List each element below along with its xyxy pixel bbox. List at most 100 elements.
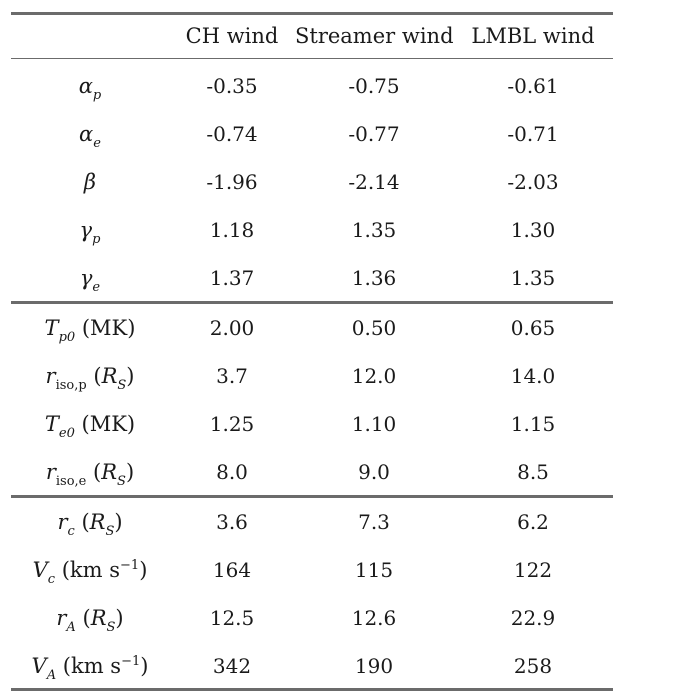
table-row: rA (RS) 12.5 12.6 22.9 [11,594,613,642]
parameter-unit-sub: S [117,378,127,393]
streamer-wind-value: -0.77 [348,122,400,146]
table-row: rc (RS) 3.6 7.3 6.2 [11,498,613,546]
parameter-unit-sup: −1 [120,558,140,573]
parameter-sym: α [79,122,94,146]
ch-wind-value: 8.0 [216,460,248,484]
ch-wind-value: 3.7 [216,364,248,388]
ch-wind-value: 1.25 [209,412,255,436]
streamer-wind-value: 12.0 [351,364,397,388]
parameter-sub: e [92,280,101,295]
parameter-unit-open: ( [74,412,90,436]
parameter-sym: r [45,460,56,484]
header-empty [11,12,169,60]
parameter-sub: A [46,668,57,683]
lmbl-wind-value: 22.9 [510,606,556,630]
parameter-sub: p [92,232,101,247]
parameter-unit-sub: S [117,474,126,489]
parameter-unit-open: ( [55,558,70,582]
parameter-label: riso,p (RS) [11,352,169,400]
table-header: CH wind Streamer wind LMBL wind [11,12,613,60]
parameter-sub: A [66,620,76,635]
parameter-sym: V [32,558,48,582]
streamer-wind-value: 1.36 [351,266,397,290]
table-row: Vc (km s−1) 164 115 122 [11,546,613,594]
parameter-unit-text: MK [89,412,127,436]
parameter-unit-close: ) [126,364,135,388]
parameter-sym: α [78,74,93,98]
ch-wind-value: 342 [212,654,252,678]
table-row: αp -0.35 -0.75 -0.61 [11,62,613,110]
lmbl-wind-value: 1.30 [510,218,556,242]
table-row: αe -0.74 -0.77 -0.71 [11,110,613,158]
ch-wind-value: 2.00 [209,316,255,340]
header-ch-wind: CH wind [185,24,279,48]
parameter-sym: γ [79,266,93,290]
bottom-rule [11,688,613,691]
lmbl-wind-value: 1.15 [510,412,556,436]
parameter-unit-text: MK [90,316,128,340]
parameter-unit-open: ( [74,510,90,534]
streamer-wind-value: 1.35 [351,218,397,242]
ch-wind-value: 12.5 [209,606,255,630]
ch-wind-value: 1.37 [209,266,255,290]
lmbl-wind-value: -0.61 [507,74,559,98]
streamer-wind-value: 9.0 [358,460,390,484]
lmbl-wind-value: -2.03 [507,170,559,194]
parameter-unit-sub: S [106,620,116,635]
parameter-label: rA (RS) [11,594,169,642]
streamer-wind-value: -2.14 [348,170,400,194]
group-rule-2 [11,495,613,498]
parameter-label: Vc (km s−1) [11,546,169,594]
streamer-wind-value: 7.3 [358,510,390,534]
table-row: riso,p (RS) 3.7 12.0 14.0 [11,352,613,400]
parameter-unit-sym: R [101,364,118,388]
parameter-label: αe [11,110,169,158]
table-row: Te0 (MK) 1.25 1.10 1.15 [11,400,613,448]
parameter-unit-open: ( [75,316,91,340]
parameter-unit-sup: −1 [121,654,141,669]
parameter-sym: T [44,412,59,436]
lmbl-wind-value: 1.35 [510,266,556,290]
parameter-unit-open: ( [56,654,71,678]
table-row: Tp0 (MK) 2.00 0.50 0.65 [11,304,613,352]
lmbl-wind-value: 8.5 [517,460,549,484]
ch-wind-value: -1.96 [206,170,258,194]
parameter-unit-open: ( [86,460,102,484]
parameter-sub: e0 [58,426,75,441]
parameter-sub: p0 [58,330,76,345]
parameter-sub: p [92,88,102,103]
parameter-label: Te0 (MK) [11,400,169,448]
ch-wind-value: -0.35 [206,74,258,98]
table-row: riso,e (RS) 8.0 9.0 8.5 [11,448,613,496]
parameter-sym: T [44,316,59,340]
lmbl-wind-value: 122 [513,558,553,582]
parameter-label: Tp0 (MK) [11,304,169,352]
parameter-unit-close: ) [140,654,149,678]
parameter-label: β [11,158,169,206]
parameter-unit-close: ) [127,316,136,340]
streamer-wind-value: -0.75 [348,74,400,98]
parameter-sub: c [47,572,56,587]
parameter-unit-close: ) [114,510,123,534]
streamer-wind-value: 1.10 [351,412,397,436]
lmbl-wind-value: 258 [513,654,553,678]
group-rule-1 [11,301,613,304]
streamer-wind-value: 115 [354,558,394,582]
parameter-sub: iso,p [55,378,87,393]
table-row: VA (km s−1) 342 190 258 [11,642,613,690]
streamer-wind-value: 190 [354,654,394,678]
parameter-label: riso,e (RS) [11,448,169,496]
parameter-unit-close: ) [125,460,135,484]
parameter-unit-close: ) [139,558,148,582]
parameter-sym: r [56,606,67,630]
streamer-wind-value: 0.50 [351,316,397,340]
parameter-label: αp [11,62,169,110]
parameter-sym: r [57,510,68,534]
parameter-sym: r [45,364,56,388]
lmbl-wind-value: 6.2 [517,510,549,534]
streamer-wind-value: 12.6 [351,606,397,630]
table-row: γe 1.37 1.36 1.35 [11,254,613,302]
header-lmbl-wind: LMBL wind [471,24,595,48]
parameter-sym: β [83,170,97,194]
parameter-sub: c [67,524,75,539]
